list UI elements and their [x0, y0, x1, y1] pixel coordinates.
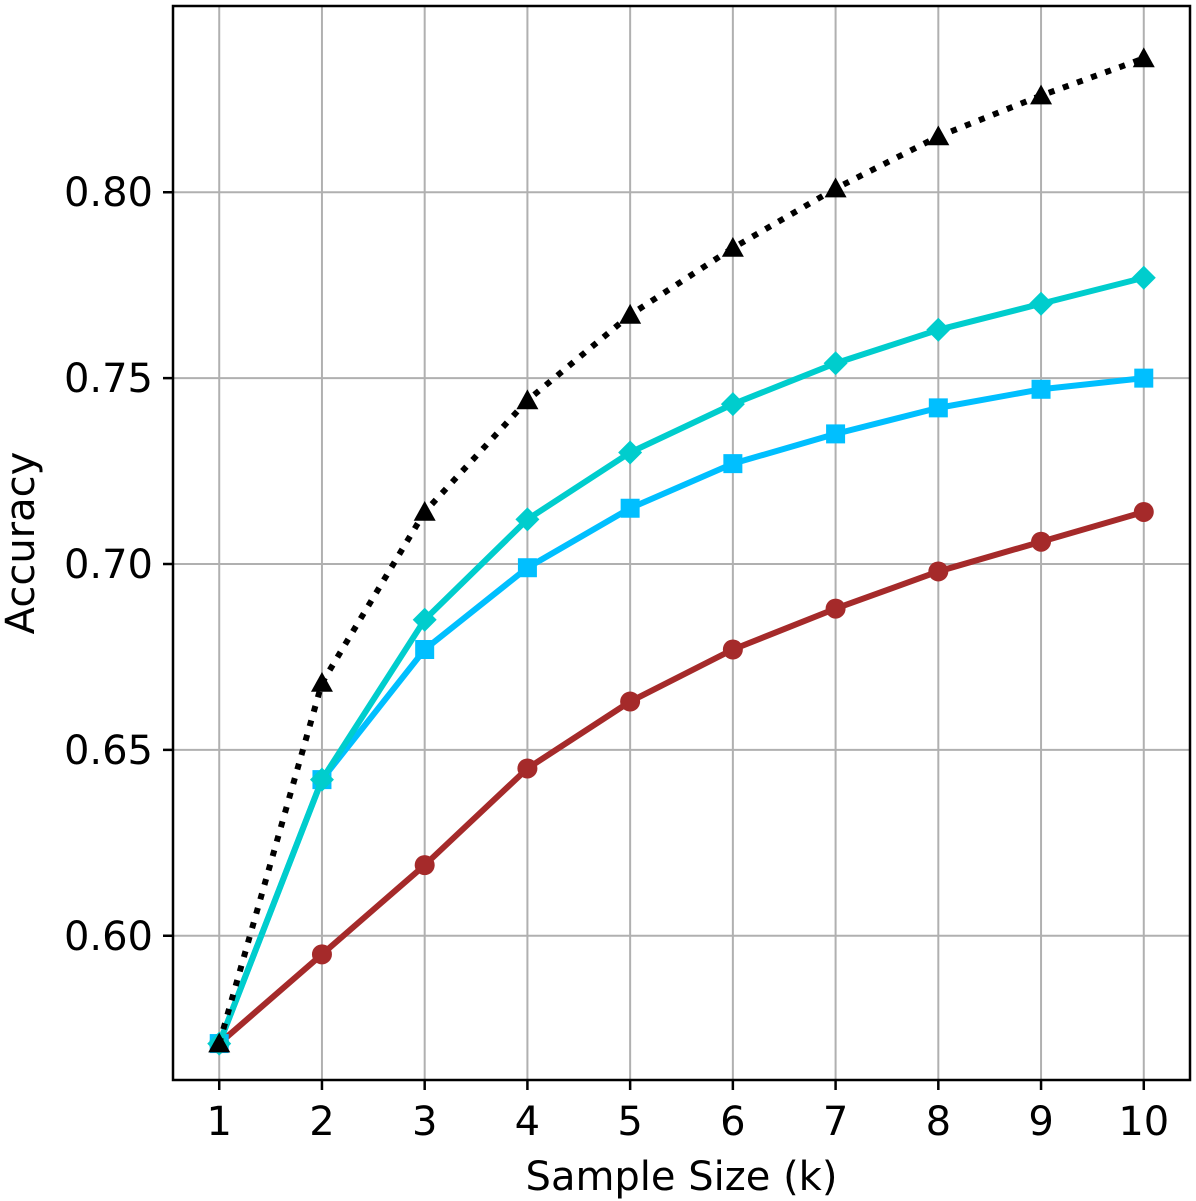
- data-point-diamond: [823, 351, 848, 376]
- data-point-circle: [825, 598, 846, 619]
- data-point-triangle: [413, 500, 436, 521]
- x-tick-label: 3: [412, 1099, 437, 1145]
- x-tick-label: 8: [926, 1099, 951, 1145]
- data-point-square: [620, 498, 640, 518]
- x-tick-label: 5: [617, 1099, 642, 1145]
- y-tick-label: 0.65: [64, 728, 153, 774]
- data-point-circle: [928, 561, 949, 582]
- series-square: [209, 368, 1154, 1054]
- x-tick-label: 9: [1028, 1099, 1053, 1145]
- data-point-circle: [311, 944, 332, 965]
- data-point-circle: [517, 758, 538, 779]
- x-tick-label: 1: [207, 1099, 232, 1145]
- series-line-diamond: [216, 274, 1147, 1047]
- data-point-diamond: [926, 317, 951, 342]
- axis-ticks: 1 2 3 4 5 6 7 8 9 10 0.60 0.65 0.70 0.75 0.80: [64, 170, 1169, 1145]
- data-point-diamond: [515, 507, 540, 532]
- series-circle: [209, 501, 1154, 1054]
- data-point-triangle: [310, 671, 333, 692]
- x-tick-label: 4: [515, 1099, 540, 1145]
- data-point-circle: [414, 855, 435, 876]
- data-point-square: [415, 640, 435, 660]
- data-point-diamond: [720, 392, 745, 417]
- data-point-circle: [1031, 531, 1052, 552]
- series-line-circle: [216, 508, 1147, 1047]
- data-point-diamond: [309, 767, 334, 792]
- data-point-diamond: [412, 607, 437, 632]
- y-tick-label: 0.60: [64, 914, 153, 960]
- data-point-triangle: [1030, 84, 1053, 105]
- data-point-circle: [1133, 501, 1154, 522]
- y-axis-label: Accuracy: [0, 452, 44, 635]
- x-tick-label: 6: [720, 1099, 745, 1145]
- data-point-square: [723, 454, 743, 474]
- data-point-diamond: [1029, 291, 1054, 316]
- data-point-diamond: [1131, 265, 1156, 290]
- series-lines: [207, 47, 1156, 1056]
- data-point-circle: [722, 639, 743, 660]
- series-triangle: [208, 47, 1155, 1053]
- data-point-square: [517, 558, 537, 578]
- series-diamond: [207, 265, 1156, 1056]
- data-point-square: [826, 424, 846, 444]
- data-point-triangle: [208, 1032, 231, 1053]
- y-tick-label: 0.75: [64, 356, 153, 402]
- data-point-diamond: [618, 440, 643, 465]
- data-point-triangle: [721, 237, 744, 257]
- y-tick-label: 0.70: [64, 542, 153, 588]
- data-point-circle: [620, 691, 641, 712]
- x-axis-label: Sample Size (k): [526, 1154, 838, 1200]
- data-point-square: [1031, 379, 1051, 399]
- plot-frame: [171, 4, 1192, 1082]
- x-tick-label: 7: [823, 1099, 848, 1145]
- data-point-triangle: [619, 303, 642, 324]
- series-line-square: [216, 375, 1147, 1047]
- x-tick-label: 2: [309, 1099, 334, 1145]
- data-point-triangle: [516, 389, 539, 410]
- data-point-triangle: [927, 125, 950, 146]
- data-point-triangle: [1132, 47, 1155, 68]
- data-point-triangle: [824, 177, 847, 198]
- data-point-square: [1134, 368, 1154, 388]
- y-tick-label: 0.80: [64, 170, 153, 216]
- data-point-square: [928, 398, 948, 418]
- x-tick-label: 10: [1118, 1099, 1169, 1145]
